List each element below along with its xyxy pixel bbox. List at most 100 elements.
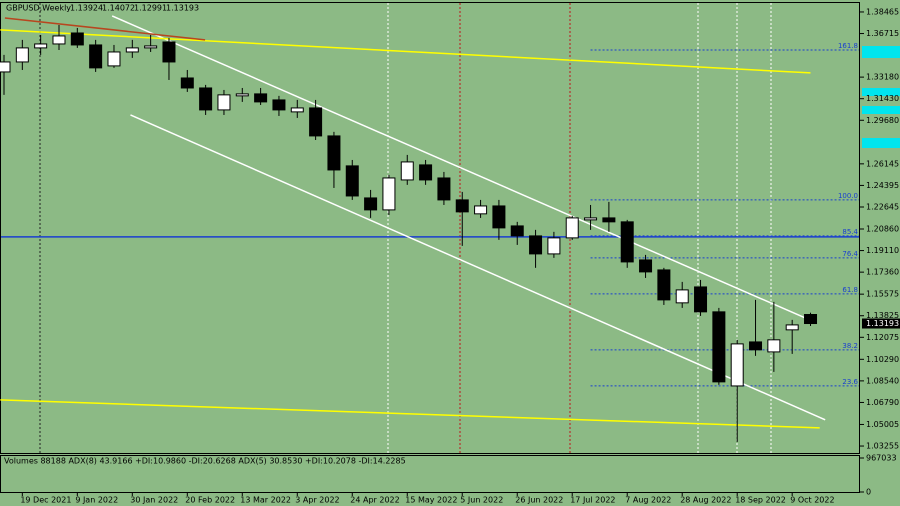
candle-body [712,311,726,383]
candle-body [254,93,268,103]
candle-body [639,259,653,273]
x-tick-label: 26 Jun 2022 [515,496,563,505]
indicator-frame [0,455,860,493]
trend-line [0,399,820,429]
indicator-tick-label: 0 [866,488,871,497]
fib-label: 100.0 [838,192,858,200]
low-value: 1.12991 [134,4,167,13]
candle-body [804,314,818,325]
candle-body [70,32,84,46]
fib-label: 161.8 [838,42,858,50]
axis-highlight [862,106,900,114]
candle-body [327,135,341,171]
candle-body [125,47,139,53]
candle-body [694,286,708,313]
y-tick-label: 1.15575 [866,290,899,299]
y-tick-label: 1.10290 [866,355,899,364]
indicator-tick-label: 967033 [866,454,897,463]
candle-body [144,45,158,49]
indicator-label: Volumes 88188 ADX(8) 43.9166 +DI:10.9860… [4,457,406,466]
y-tick-label: 1.08540 [866,376,899,385]
candle-body [767,339,781,353]
close-value: 1.13193 [166,4,199,13]
trend-line [0,29,811,74]
x-tick-label: 13 Mar 2022 [240,496,291,505]
fib-label: 38.2 [842,342,858,350]
x-tick-label: 28 Aug 2022 [680,496,731,505]
fib-label: 85.4 [842,228,858,236]
candle-body [272,99,286,111]
candle-body [584,217,598,221]
candle-body [52,35,66,45]
y-tick-label: 1.17360 [866,268,899,277]
candle-body [785,324,799,331]
fib-label: 23.6 [842,378,858,386]
candle-body [657,269,671,301]
y-tick-label: 1.36715 [866,29,899,38]
candle-body [620,221,634,263]
candle-body [217,94,231,111]
y-tick-label: 1.24395 [866,181,899,190]
x-tick-label: 7 Aug 2022 [625,496,671,505]
candle-body [89,44,103,69]
candle-body [455,199,469,213]
x-tick-label: 9 Jan 2022 [75,496,118,505]
candle-body [437,177,451,201]
x-tick-label: 30 Jan 2022 [130,496,178,505]
candle-body [0,61,11,73]
candle-body [474,205,488,215]
y-tick-label: 1.20860 [866,225,899,234]
candle-body [510,225,524,237]
x-tick-label: 9 Oct 2022 [790,496,834,505]
trend-line [111,15,815,323]
last-price-box [862,318,900,329]
candle-body [602,217,616,223]
axis-highlight [862,46,900,58]
candle-body [547,237,561,255]
chart-title: GBPUSD,Weekly [6,4,71,13]
y-tick-label: 1.03255 [866,442,899,451]
candle-body [400,161,414,181]
x-tick-label: 17 Jul 2022 [570,496,615,505]
axis-highlights [862,46,900,148]
y-tick-label: 1.06790 [866,398,899,407]
x-tick-label: 15 May 2022 [405,496,457,505]
candle-body [235,93,249,97]
candle-body [492,205,506,229]
high-value: 1.14072 [102,4,135,13]
trend-line [4,17,206,41]
candle-body [364,197,378,211]
x-tick-label: 24 Apr 2022 [350,496,399,505]
open-value: 1.13924 [70,4,103,13]
y-tick-label: 1.12075 [866,333,899,342]
candle-body [419,164,433,181]
y-tick-label: 1.13825 [866,311,899,320]
candle-body [382,177,396,211]
y-tick-label: 1.22645 [866,202,899,211]
x-tick-label: 3 Apr 2022 [295,496,339,505]
candle-body [34,43,48,49]
x-tick-label: 20 Feb 2022 [185,496,235,505]
candle-body [199,87,213,111]
y-tick-label: 1.19110 [866,246,899,255]
candle-body [565,217,579,239]
y-tick-label: 1.29680 [866,116,899,125]
candle-body [290,107,304,113]
x-tick-label: 5 Jun 2022 [460,496,503,505]
candle-body [309,107,323,137]
axis-highlight [862,88,900,96]
y-tick-label: 1.38465 [866,7,899,16]
y-tick-label: 1.31430 [866,94,899,103]
x-tick-label: 19 Dec 2021 [20,496,71,505]
y-tick-label: 1.26145 [866,159,899,168]
candle-body [345,165,359,197]
candle-body [107,51,121,67]
candle-body [730,343,744,387]
candle-body [529,235,543,255]
axis-highlight [862,138,900,148]
last-price-label: 1.13193 [866,319,899,328]
x-tick-label: 18 Sep 2022 [735,496,786,505]
plot-frame [0,2,860,454]
